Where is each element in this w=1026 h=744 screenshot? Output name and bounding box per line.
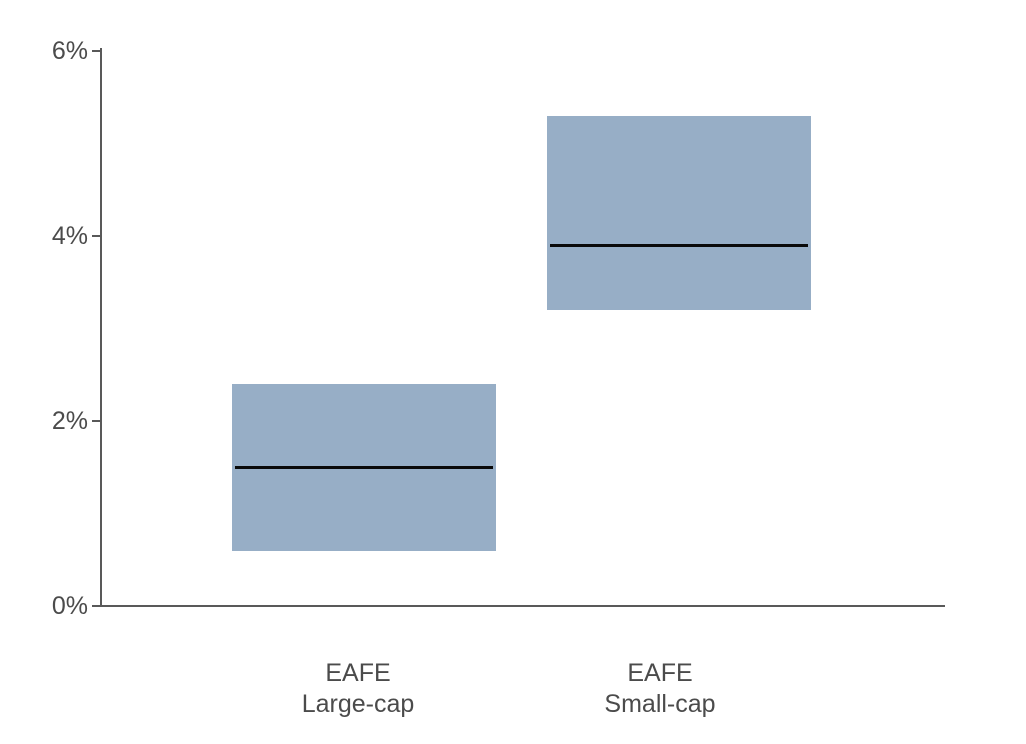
x-category-label-line: EAFE xyxy=(325,659,391,687)
y-tick xyxy=(92,605,101,607)
range-bar-eafe-large-cap xyxy=(232,384,496,551)
y-tick xyxy=(92,420,101,422)
range-bar-eafe-small-cap xyxy=(547,115,811,310)
x-category-label-line: Large-cap xyxy=(301,690,415,718)
y-axis-line xyxy=(100,48,102,607)
x-axis-line xyxy=(100,605,945,607)
y-tick-label: 0% xyxy=(51,592,88,620)
y-tick-label: 2% xyxy=(51,407,88,435)
x-category-label: EAFE Large-cap xyxy=(228,658,488,720)
x-category-label-line: EAFE xyxy=(627,659,693,687)
y-tick-label: 6% xyxy=(51,37,88,65)
median-line xyxy=(235,465,493,469)
median-line xyxy=(550,243,808,247)
y-tick xyxy=(92,235,101,237)
y-tick xyxy=(92,50,101,52)
x-category-label-line: Small-cap xyxy=(604,690,716,718)
x-category-label: EAFE Small-cap xyxy=(530,658,790,720)
y-tick-label: 4% xyxy=(51,222,88,250)
